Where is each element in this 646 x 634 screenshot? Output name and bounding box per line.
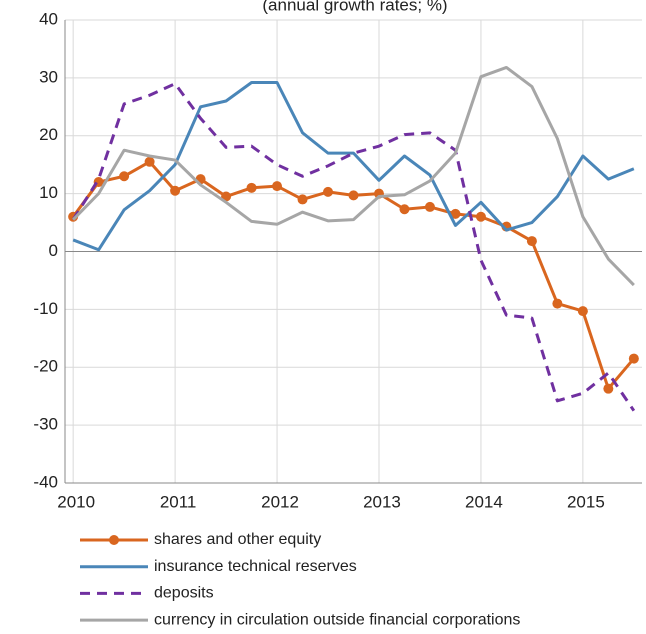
series-line (71, 82, 636, 412)
legend-label: currency in circulation outside financia… (154, 611, 520, 628)
point (348, 190, 359, 201)
point (144, 156, 155, 167)
legend-label: insurance technical reserves (154, 558, 357, 575)
point (603, 383, 614, 394)
point (424, 201, 435, 212)
x-tick-label: 2010 (57, 492, 95, 511)
series-line (72, 81, 635, 252)
point (246, 182, 257, 193)
y-tick-label: 0 (49, 241, 58, 260)
point (297, 194, 308, 205)
x-tick-label: 2012 (261, 492, 299, 511)
point (170, 185, 181, 196)
point (552, 298, 563, 309)
point (272, 181, 283, 192)
chart-title: (annual growth rates; %) (262, 0, 447, 14)
y-tick-label: -20 (33, 357, 58, 376)
y-tick-label: 20 (39, 125, 58, 144)
y-tick-label: -10 (33, 299, 58, 318)
y-tick-label: -30 (33, 415, 58, 434)
point (119, 171, 130, 182)
point (628, 353, 639, 364)
series-line (72, 65, 635, 287)
y-tick-label: 40 (39, 9, 58, 28)
point (323, 186, 334, 197)
point (450, 208, 461, 219)
point (526, 236, 537, 247)
legend-marker (109, 535, 119, 545)
x-tick-label: 2015 (567, 492, 605, 511)
point (399, 204, 410, 215)
y-tick-label: 10 (39, 183, 58, 202)
legend-label: shares and other equity (154, 531, 321, 548)
y-tick-label: 30 (39, 67, 58, 86)
y-tick-label: -40 (33, 472, 58, 491)
legend-label: deposits (154, 585, 214, 602)
x-tick-label: 2011 (160, 492, 197, 511)
x-tick-label: 2014 (465, 492, 503, 511)
point (475, 211, 486, 222)
point (577, 306, 588, 317)
x-tick-label: 2013 (363, 492, 401, 511)
